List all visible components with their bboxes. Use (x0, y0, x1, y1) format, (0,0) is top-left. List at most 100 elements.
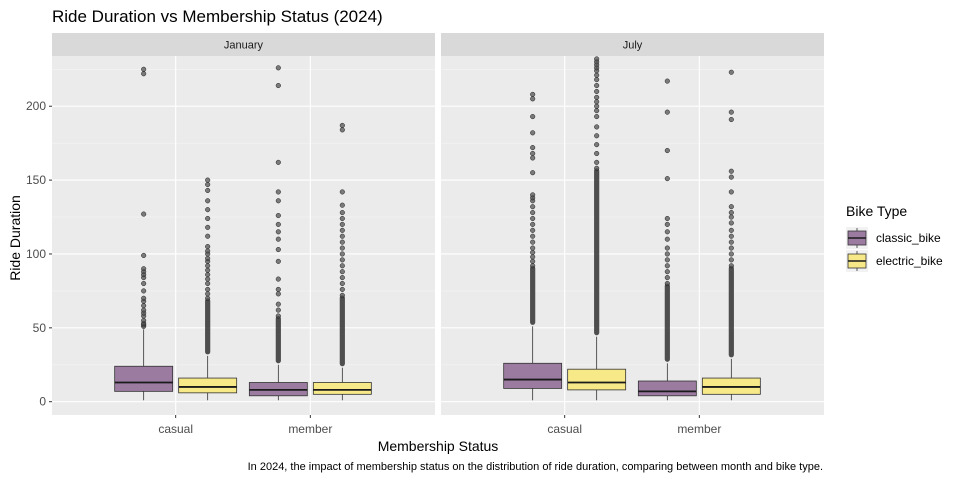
x-tick-label: casual (158, 422, 193, 436)
outlier-point (530, 155, 536, 161)
outlier-point (728, 168, 734, 174)
outlier-point (141, 317, 147, 323)
outlier-point (205, 272, 211, 278)
outlier-point (728, 116, 734, 123)
y-axis: 0 50 100 150 200 (26, 99, 52, 409)
outlier-point (728, 263, 734, 269)
outlier-point (530, 192, 536, 198)
outlier-point (530, 215, 536, 222)
outlier-point (728, 220, 734, 226)
outlier-point (728, 239, 734, 245)
outlier-point (594, 56, 600, 62)
box-body (637, 380, 697, 397)
box-body (114, 365, 174, 392)
outlier-point (205, 255, 211, 261)
outlier-point (339, 286, 345, 292)
outlier-point (275, 258, 281, 264)
outlier-point (205, 215, 211, 222)
outlier-point (339, 210, 345, 216)
outlier-point (275, 229, 281, 235)
outlier-point (530, 170, 536, 176)
outlier-band (728, 265, 734, 358)
outlier-point (728, 189, 734, 195)
box-body (567, 368, 627, 391)
outlier-point (205, 177, 211, 183)
outlier-point (275, 213, 281, 219)
legend: Bike Type classic_bike electric_bike (846, 203, 943, 272)
box-body (312, 382, 372, 395)
outlier-point (594, 82, 600, 89)
outlier-point (530, 96, 536, 102)
outlier-point (728, 257, 734, 263)
outlier-point (530, 233, 536, 239)
outlier-point (339, 127, 345, 133)
outlier-point (141, 280, 147, 287)
outlier-point (205, 248, 211, 254)
y-axis-title: Ride Duration (7, 195, 23, 281)
outlier-point (275, 301, 281, 307)
x-tick-label: member (288, 422, 332, 436)
outlier-point (275, 189, 281, 195)
outlier-point (141, 303, 147, 309)
box-casual-electric_bike (567, 56, 627, 401)
box-casual-electric_bike (178, 177, 238, 401)
outlier-point (530, 227, 536, 233)
legend-label: electric_bike (876, 254, 943, 268)
outlier-point (594, 72, 600, 78)
outlier-point (275, 291, 281, 297)
outlier-point (339, 221, 345, 227)
outlier-point (275, 236, 281, 242)
outlier-point (141, 71, 147, 77)
outlier-point (664, 78, 670, 84)
outlier-band (205, 298, 211, 355)
outlier-band (594, 168, 600, 336)
outlier-point (530, 263, 536, 269)
outlier-point (664, 257, 670, 263)
outlier-point (530, 221, 536, 227)
facet-panel-january: January casual member (52, 33, 435, 436)
outlier-point (664, 280, 670, 287)
y-tick-label: 100 (26, 247, 46, 261)
legend-item-electric_bike: electric_bike (846, 250, 943, 272)
outlier-point (664, 176, 670, 182)
outlier-point (664, 269, 670, 275)
y-tick-label: 0 (39, 395, 46, 409)
outlier-point (728, 109, 734, 115)
outlier-point (339, 189, 345, 195)
x-tick-label: casual (547, 422, 582, 436)
outlier-point (728, 227, 734, 233)
outlier-point (530, 91, 536, 97)
facet-strip (441, 33, 824, 56)
panel-background (52, 56, 435, 415)
outlier-point (141, 295, 147, 301)
outlier-point (728, 233, 734, 239)
outlier-point (141, 307, 147, 313)
outlier-point (664, 236, 670, 242)
box-casual-classic_bike (503, 91, 563, 401)
outlier-point (664, 215, 670, 222)
outlier-point (728, 204, 734, 210)
outlier-point (339, 245, 345, 251)
facet-panel-july: July casual member (441, 33, 824, 436)
outlier-point (339, 251, 345, 257)
outlier-point (275, 82, 281, 89)
outlier-band (275, 316, 281, 364)
outlier-point (339, 280, 345, 287)
outlier-point (530, 130, 536, 136)
outlier-point (339, 227, 345, 233)
chart-caption: In 2024, the impact of membership status… (248, 461, 823, 473)
outlier-point (275, 313, 281, 319)
outlier-point (141, 211, 147, 217)
x-axis-title: Membership Status (378, 438, 499, 454)
box-member-electric_bike (701, 69, 761, 401)
outlier-point (594, 94, 600, 100)
panel-background (441, 56, 824, 415)
y-tick-label: 150 (26, 173, 46, 187)
outlier-point (594, 133, 600, 139)
outlier-point (141, 266, 147, 272)
y-tick-label: 50 (33, 321, 47, 335)
outlier-point (205, 263, 211, 269)
outlier-point (594, 114, 600, 120)
outlier-point (339, 239, 345, 245)
